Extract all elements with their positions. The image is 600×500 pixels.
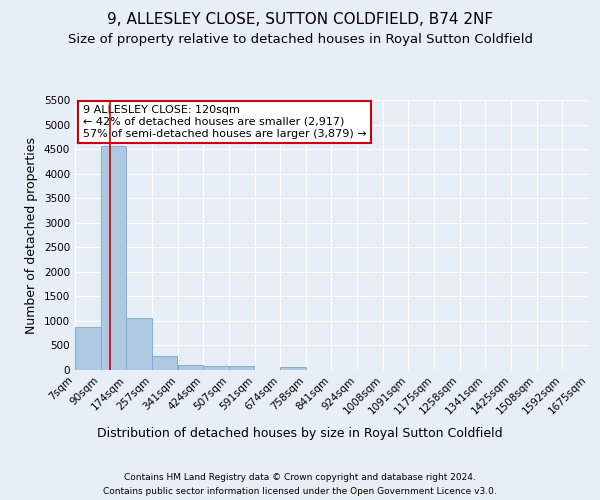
Y-axis label: Number of detached properties: Number of detached properties bbox=[25, 136, 38, 334]
Text: Size of property relative to detached houses in Royal Sutton Coldfield: Size of property relative to detached ho… bbox=[67, 32, 533, 46]
Bar bbox=[178, 365, 203, 370]
Text: 9 ALLESLEY CLOSE: 120sqm
← 42% of detached houses are smaller (2,917)
57% of sem: 9 ALLESLEY CLOSE: 120sqm ← 42% of detach… bbox=[83, 106, 367, 138]
Bar bbox=[127, 318, 152, 370]
Text: 9, ALLESLEY CLOSE, SUTTON COLDFIELD, B74 2NF: 9, ALLESLEY CLOSE, SUTTON COLDFIELD, B74… bbox=[107, 12, 493, 28]
Text: Contains HM Land Registry data © Crown copyright and database right 2024.: Contains HM Land Registry data © Crown c… bbox=[124, 472, 476, 482]
Bar bbox=[75, 327, 101, 370]
Text: Distribution of detached houses by size in Royal Sutton Coldfield: Distribution of detached houses by size … bbox=[97, 428, 503, 440]
Bar bbox=[229, 366, 254, 370]
Bar bbox=[152, 356, 178, 370]
Bar bbox=[280, 367, 305, 370]
Bar bbox=[101, 146, 126, 370]
Bar bbox=[203, 366, 229, 370]
Text: Contains public sector information licensed under the Open Government Licence v3: Contains public sector information licen… bbox=[103, 488, 497, 496]
